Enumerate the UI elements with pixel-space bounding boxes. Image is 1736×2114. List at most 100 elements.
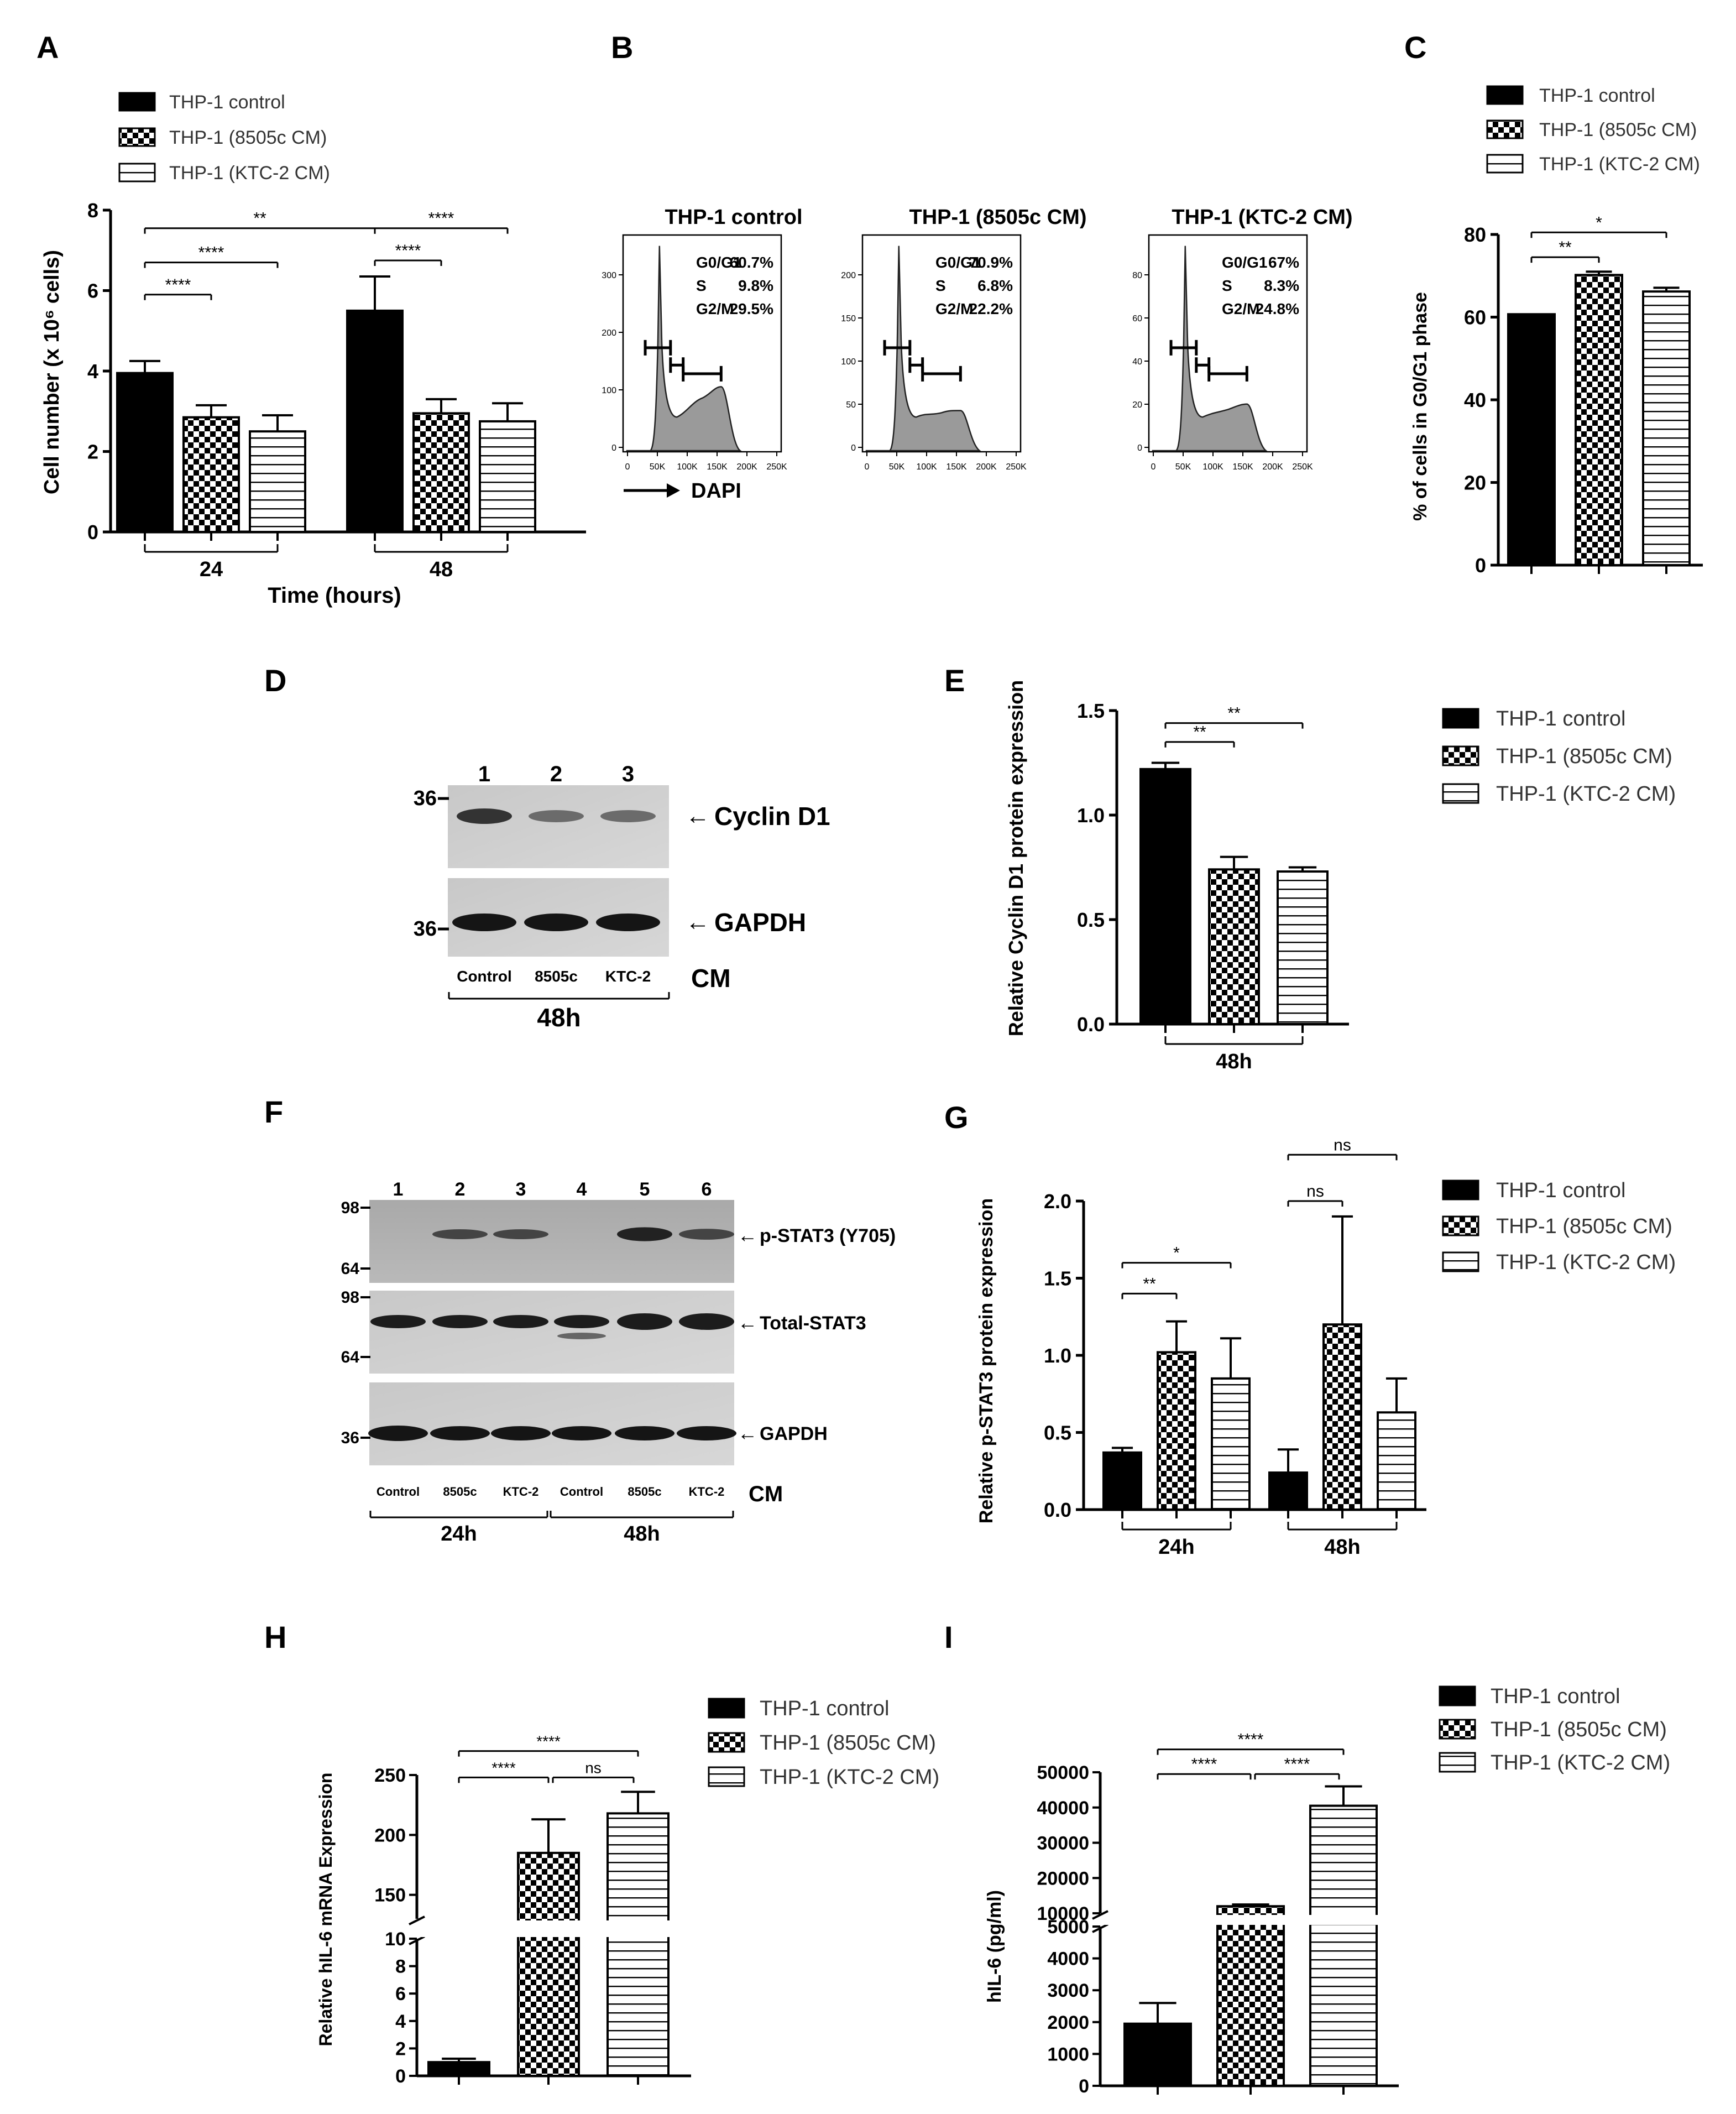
y-tick-label: 2 xyxy=(395,2038,406,2059)
legend-swatch-control xyxy=(1486,85,1524,105)
band-label: p-STAT3 (Y705) xyxy=(760,1225,896,1246)
histogram-1: THP-1 (8505c CM) 0 50K 100K 150K 200K 250K 0 50 1… xyxy=(841,206,1086,472)
legend-label-ktc2: THP-1 (KTC-2 CM) xyxy=(1491,1751,1670,1774)
bar-8505c xyxy=(1322,1323,1362,1511)
legend-label-ktc2: THP-1 (KTC-2 CM) xyxy=(1496,782,1676,806)
axis-break-mark xyxy=(1092,1923,1108,1933)
hist-y-tick-label: 200 xyxy=(602,328,616,338)
y-tick-label: 250 xyxy=(374,1765,406,1786)
sig-label: ** xyxy=(253,210,266,228)
time-label: 24h xyxy=(441,1522,477,1546)
y-tick-label: 6 xyxy=(395,1983,406,2005)
time-label: 48h xyxy=(537,1003,581,1032)
y-tick-label: 30000 xyxy=(1037,1833,1089,1854)
bar-ktc2 xyxy=(1377,1411,1416,1511)
y-tick-label: 3000 xyxy=(1047,1980,1089,2001)
condition-label: Control xyxy=(560,1485,603,1499)
lane-number: 3 xyxy=(516,1179,526,1200)
chart-e-cyclin-d1: Relative Cyclin D1 protein expression 0.… xyxy=(1005,680,1349,1073)
sig-label: **** xyxy=(536,1733,561,1750)
y-tick-label: 0 xyxy=(1079,2076,1089,2097)
y-tick-label: 1.0 xyxy=(1044,1344,1071,1367)
lane-number: 3 xyxy=(622,762,634,786)
phase-value: 29.5% xyxy=(730,300,773,317)
hist-y-tick-label: 0 xyxy=(851,443,856,453)
y-tick-label: 4 xyxy=(87,360,98,383)
legend-a: THP-1 control THP-1 (8505c CM) THP-1 (KT… xyxy=(118,92,330,184)
y-tick-label: 6 xyxy=(87,280,98,302)
band-arrow: ← xyxy=(738,1422,757,1444)
mw-marker: 64 xyxy=(341,1348,360,1366)
bar-control xyxy=(1102,1451,1142,1511)
chart-h-ylabel: Relative hIL-6 mRNA Expression xyxy=(316,1773,336,2047)
phase-label: G0/G1 xyxy=(935,254,981,271)
legend-swatch-8505c xyxy=(1442,1215,1479,1236)
dapi-arrow-head xyxy=(667,483,680,498)
condition-label: 8505c xyxy=(443,1485,477,1499)
phase-label: G0/G1 xyxy=(696,254,741,271)
band-gapdh xyxy=(524,914,588,931)
bar-control xyxy=(1123,2022,1192,2087)
band-total-stat3 xyxy=(617,1313,672,1330)
band-gapdh xyxy=(452,914,516,931)
phase-value: 70.9% xyxy=(969,254,1013,271)
band-gapdh xyxy=(430,1426,490,1440)
lane-number: 4 xyxy=(577,1179,587,1200)
chart-g-pstat3: Relative p-STAT3 protein expression 0.0 0… xyxy=(976,1136,1426,1559)
legend-swatch-ktc2 xyxy=(1442,783,1479,804)
band-pstat3 xyxy=(617,1227,672,1241)
bar-control xyxy=(1268,1471,1308,1511)
band-gapdh xyxy=(491,1426,551,1440)
panel-label-h: H xyxy=(264,1620,286,1654)
bar-ktc2 xyxy=(1642,290,1691,567)
bar-ktc2 xyxy=(1277,870,1329,1026)
band-label: Cyclin D1 xyxy=(714,802,830,831)
hist-y-tick-label: 40 xyxy=(1132,357,1142,367)
membrane-cyclin xyxy=(448,785,669,868)
legend-swatch-control xyxy=(118,92,156,112)
sig-label: ** xyxy=(1143,1275,1156,1293)
y-tick-label: 0.0 xyxy=(1044,1499,1071,1521)
band-gapdh xyxy=(596,914,660,931)
cm-label: CM xyxy=(749,1482,783,1506)
lane-number: 2 xyxy=(550,762,562,786)
dapi-label: DAPI xyxy=(691,479,741,503)
band-label: Total-STAT3 xyxy=(760,1313,866,1334)
lane-number: 5 xyxy=(640,1179,650,1200)
axis-break-mark xyxy=(409,1935,425,1945)
phase-label: S xyxy=(935,277,946,294)
condition-label: KTC-2 xyxy=(605,968,651,985)
condition-label: Control xyxy=(377,1485,420,1499)
y-tick-label: 20 xyxy=(1464,472,1486,494)
panel-label-g: G xyxy=(944,1100,969,1135)
hist-x-tick-label: 0 xyxy=(625,462,630,472)
chart-c-ylabel: % of cells in G0/G1 phase xyxy=(1410,292,1431,521)
y-tick-label: 2000 xyxy=(1047,2012,1089,2033)
hist-y-tick-label: 100 xyxy=(602,386,616,395)
band-total-stat3 xyxy=(432,1315,488,1328)
bar-control xyxy=(346,309,404,533)
chart-i-il6-protein: hIL-6 (pg/ml) 0 1000 2000 3000 4000 500010000… xyxy=(984,1731,1402,2097)
hist-y-tick-label: 80 xyxy=(1132,271,1142,280)
band-cyclin xyxy=(457,808,512,824)
hist-y-tick-label: 200 xyxy=(841,271,856,280)
band-gapdh xyxy=(552,1426,611,1440)
phase-value: 6.8% xyxy=(977,277,1013,294)
bar-control xyxy=(1507,313,1556,567)
condition-label: 8505c xyxy=(535,968,578,985)
histogram-curve xyxy=(865,246,982,452)
legend-swatch-8505c xyxy=(708,1732,745,1753)
band-label: GAPDH xyxy=(714,908,806,937)
panel-label-i: I xyxy=(944,1620,953,1654)
band-cyclin xyxy=(529,810,584,822)
legend-label-control: THP-1 control xyxy=(760,1697,889,1720)
sig-label: ns xyxy=(585,1759,602,1776)
condition-label: KTC-2 xyxy=(689,1485,725,1499)
legend-label-8505c: THP-1 (8505c CM) xyxy=(169,127,327,148)
mw-marker: 64 xyxy=(341,1260,360,1278)
sig-label: * xyxy=(1596,213,1602,232)
legend-swatch-8505c xyxy=(118,127,156,147)
bar-8505c xyxy=(1208,868,1260,1026)
